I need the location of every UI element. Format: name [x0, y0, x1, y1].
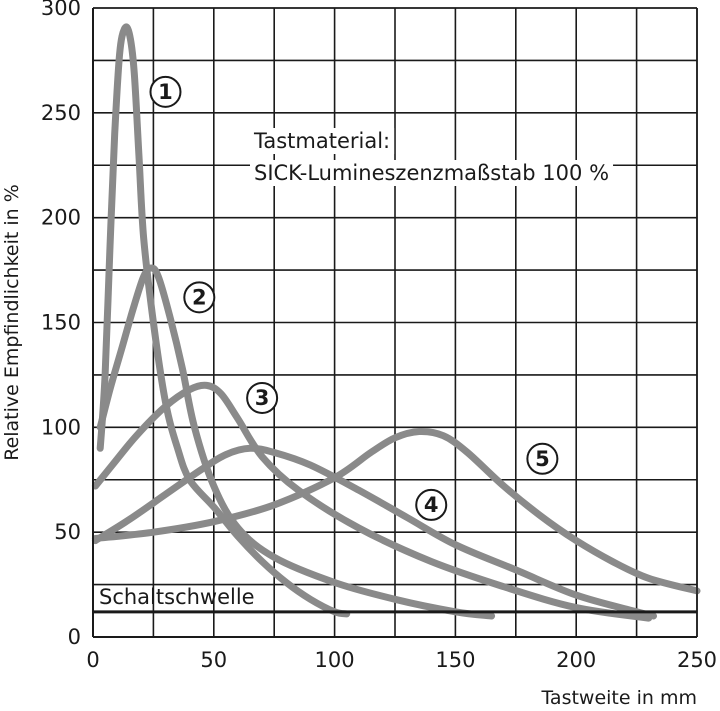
curves — [91, 23, 701, 622]
x-tick-label: 50 — [200, 648, 227, 672]
annotation-line-1: Tastmaterial: — [253, 129, 390, 153]
y-tick-label: 300 — [41, 0, 81, 20]
curve-label-4: 4 — [424, 493, 439, 517]
curve-label-1: 1 — [158, 80, 173, 104]
annotation-background — [250, 160, 614, 186]
curve-label-circle-4 — [415, 488, 448, 521]
x-tick-label: 100 — [315, 648, 355, 672]
curve-1 — [96, 23, 351, 618]
x-tick-label: 200 — [556, 648, 596, 672]
annotation-line-2: SICK-Lumineszenzmaßstab 100 % — [254, 161, 609, 185]
annotation-background — [249, 128, 395, 154]
curve-label-circle-1 — [149, 75, 182, 108]
axes — [92, 7, 698, 638]
y-axis-label: Relative Empfindlichkeit in % — [1, 184, 23, 461]
y-tick-label: 150 — [41, 311, 81, 335]
y-tick-label: 250 — [41, 101, 81, 125]
curve-label-3: 3 — [255, 386, 270, 410]
threshold-label: Schaltschwelle — [99, 585, 255, 609]
x-tick-label: 150 — [435, 648, 475, 672]
curve-label-circle-5 — [526, 442, 559, 475]
curve-label-2: 2 — [192, 285, 207, 309]
y-tick-label: 100 — [41, 415, 81, 439]
x-tick-label: 0 — [86, 648, 99, 672]
curve-label-circle-3 — [246, 381, 279, 414]
curve-5 — [91, 427, 701, 595]
y-tick-label: 200 — [41, 206, 81, 230]
curve-label-circle-2 — [183, 281, 216, 314]
y-tick-labels: 0 50 100 150 200 250 300 — [41, 0, 81, 649]
curve-4 — [91, 444, 657, 620]
curve-2 — [96, 264, 496, 620]
curve-3 — [91, 381, 653, 622]
x-tick-labels: 0 50 100 150 200 250 — [86, 648, 717, 672]
curve-labels: 1 2 3 4 5 — [149, 75, 559, 521]
y-tick-label: 0 — [68, 625, 81, 649]
x-axis-label: Tastweite in mm — [540, 687, 697, 709]
x-tick-label: 250 — [677, 648, 717, 672]
curve-label-5: 5 — [535, 447, 550, 471]
y-tick-label: 50 — [54, 520, 81, 544]
